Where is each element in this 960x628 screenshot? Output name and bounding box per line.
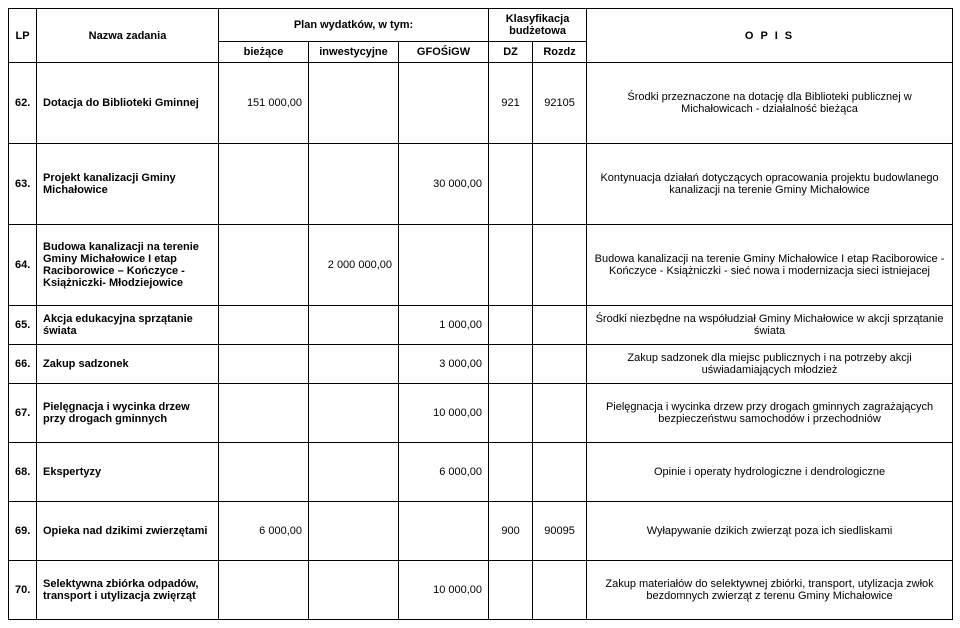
cell-name: Dotacja do Biblioteki Gminnej xyxy=(37,63,219,144)
cell-inwest xyxy=(309,306,399,345)
cell-inwest: 2 000 000,00 xyxy=(309,225,399,306)
cell-name: Akcja edukacyjna sprzątanie świata xyxy=(37,306,219,345)
cell-opis: Budowa kanalizacji na terenie Gminy Mich… xyxy=(587,225,953,306)
header-nazwa: Nazwa zadania xyxy=(37,9,219,63)
cell-gfo: 1 000,00 xyxy=(399,306,489,345)
table-row: 63.Projekt kanalizacji Gminy Michałowice… xyxy=(9,144,953,225)
header-gfo: GFOŚiGW xyxy=(399,42,489,63)
cell-opis: Opinie i operaty hydrologiczne i dendrol… xyxy=(587,443,953,502)
cell-dz xyxy=(489,561,533,620)
cell-lp: 66. xyxy=(9,345,37,384)
header-plan: Plan wydatków, w tym: xyxy=(219,9,489,42)
cell-biezace: 6 000,00 xyxy=(219,502,309,561)
header-opis: O P I S xyxy=(587,9,953,63)
cell-dz xyxy=(489,225,533,306)
cell-lp: 69. xyxy=(9,502,37,561)
cell-biezace xyxy=(219,345,309,384)
cell-biezace xyxy=(219,306,309,345)
cell-opis: Wyłapywanie dzikich zwierząt poza ich si… xyxy=(587,502,953,561)
cell-opis: Zakup materiałów do selektywnej zbiórki,… xyxy=(587,561,953,620)
header-dz: DZ xyxy=(489,42,533,63)
cell-rozdz xyxy=(533,306,587,345)
cell-gfo: 10 000,00 xyxy=(399,561,489,620)
cell-name: Selektywna zbiórka odpadów, transport i … xyxy=(37,561,219,620)
cell-gfo: 30 000,00 xyxy=(399,144,489,225)
table-row: 66.Zakup sadzonek 3 000,00 Zakup sadzonek … xyxy=(9,345,953,384)
cell-inwest xyxy=(309,384,399,443)
budget-table: LP Nazwa zadania Plan wydatków, w tym: K… xyxy=(8,8,953,620)
table-header: LP Nazwa zadania Plan wydatków, w tym: K… xyxy=(9,9,953,63)
cell-inwest xyxy=(309,443,399,502)
table-row: 70.Selektywna zbiórka odpadów, transport… xyxy=(9,561,953,620)
cell-rozdz xyxy=(533,144,587,225)
cell-gfo: 10 000,00 xyxy=(399,384,489,443)
cell-biezace: 151 000,00 xyxy=(219,63,309,144)
cell-gfo xyxy=(399,63,489,144)
table-row: 69.Opieka nad dzikimi zwierzętami6 000,0… xyxy=(9,502,953,561)
cell-rozdz xyxy=(533,384,587,443)
table-row: 64.Budowa kanalizacji na terenie Gminy M… xyxy=(9,225,953,306)
cell-name: Zakup sadzonek xyxy=(37,345,219,384)
table-row: 67.Pielęgnacja i wycinka drzew przy drog… xyxy=(9,384,953,443)
cell-biezace xyxy=(219,561,309,620)
cell-gfo xyxy=(399,225,489,306)
cell-opis: Środki niezbędne na współudział Gminy Mi… xyxy=(587,306,953,345)
cell-dz: 900 xyxy=(489,502,533,561)
cell-opis: Kontynuacja działań dotyczących opracowa… xyxy=(587,144,953,225)
table-row: 68.Ekspertyzy 6 000,00 Opinie i operaty hy… xyxy=(9,443,953,502)
cell-opis: Środki przeznaczone na dotację dla Bibli… xyxy=(587,63,953,144)
cell-rozdz xyxy=(533,443,587,502)
cell-name: Opieka nad dzikimi zwierzętami xyxy=(37,502,219,561)
cell-rozdz xyxy=(533,561,587,620)
cell-name: Projekt kanalizacji Gminy Michałowice xyxy=(37,144,219,225)
cell-rozdz: 90095 xyxy=(533,502,587,561)
header-klas: Klasyfikacja budżetowa xyxy=(489,9,587,42)
header-inwest: inwestycyjne xyxy=(309,42,399,63)
cell-dz xyxy=(489,443,533,502)
cell-dz: 921 xyxy=(489,63,533,144)
table-row: 65.Akcja edukacyjna sprzątanie świata 1 0… xyxy=(9,306,953,345)
table-body: 62.Dotacja do Biblioteki Gminnej151 000,… xyxy=(9,63,953,620)
cell-gfo: 3 000,00 xyxy=(399,345,489,384)
cell-inwest xyxy=(309,63,399,144)
cell-gfo: 6 000,00 xyxy=(399,443,489,502)
cell-inwest xyxy=(309,502,399,561)
cell-lp: 65. xyxy=(9,306,37,345)
cell-lp: 63. xyxy=(9,144,37,225)
cell-inwest xyxy=(309,561,399,620)
cell-inwest xyxy=(309,144,399,225)
cell-lp: 64. xyxy=(9,225,37,306)
cell-lp: 62. xyxy=(9,63,37,144)
cell-biezace xyxy=(219,443,309,502)
cell-opis: Pielęgnacja i wycinka drzew przy drogach… xyxy=(587,384,953,443)
cell-biezace xyxy=(219,144,309,225)
cell-biezace xyxy=(219,384,309,443)
cell-name: Ekspertyzy xyxy=(37,443,219,502)
cell-dz xyxy=(489,345,533,384)
cell-name: Pielęgnacja i wycinka drzew przy drogach… xyxy=(37,384,219,443)
cell-rozdz xyxy=(533,225,587,306)
cell-dz xyxy=(489,144,533,225)
header-rozdz: Rozdz xyxy=(533,42,587,63)
cell-name: Budowa kanalizacji na terenie Gminy Mich… xyxy=(37,225,219,306)
cell-dz xyxy=(489,384,533,443)
cell-lp: 70. xyxy=(9,561,37,620)
cell-rozdz xyxy=(533,345,587,384)
cell-lp: 67. xyxy=(9,384,37,443)
cell-dz xyxy=(489,306,533,345)
cell-lp: 68. xyxy=(9,443,37,502)
cell-gfo xyxy=(399,502,489,561)
cell-opis: Zakup sadzonek dla miejsc publicznych i … xyxy=(587,345,953,384)
cell-inwest xyxy=(309,345,399,384)
header-biezace: bieżące xyxy=(219,42,309,63)
header-lp: LP xyxy=(9,9,37,63)
cell-biezace xyxy=(219,225,309,306)
table-row: 62.Dotacja do Biblioteki Gminnej151 000,… xyxy=(9,63,953,144)
cell-rozdz: 92105 xyxy=(533,63,587,144)
